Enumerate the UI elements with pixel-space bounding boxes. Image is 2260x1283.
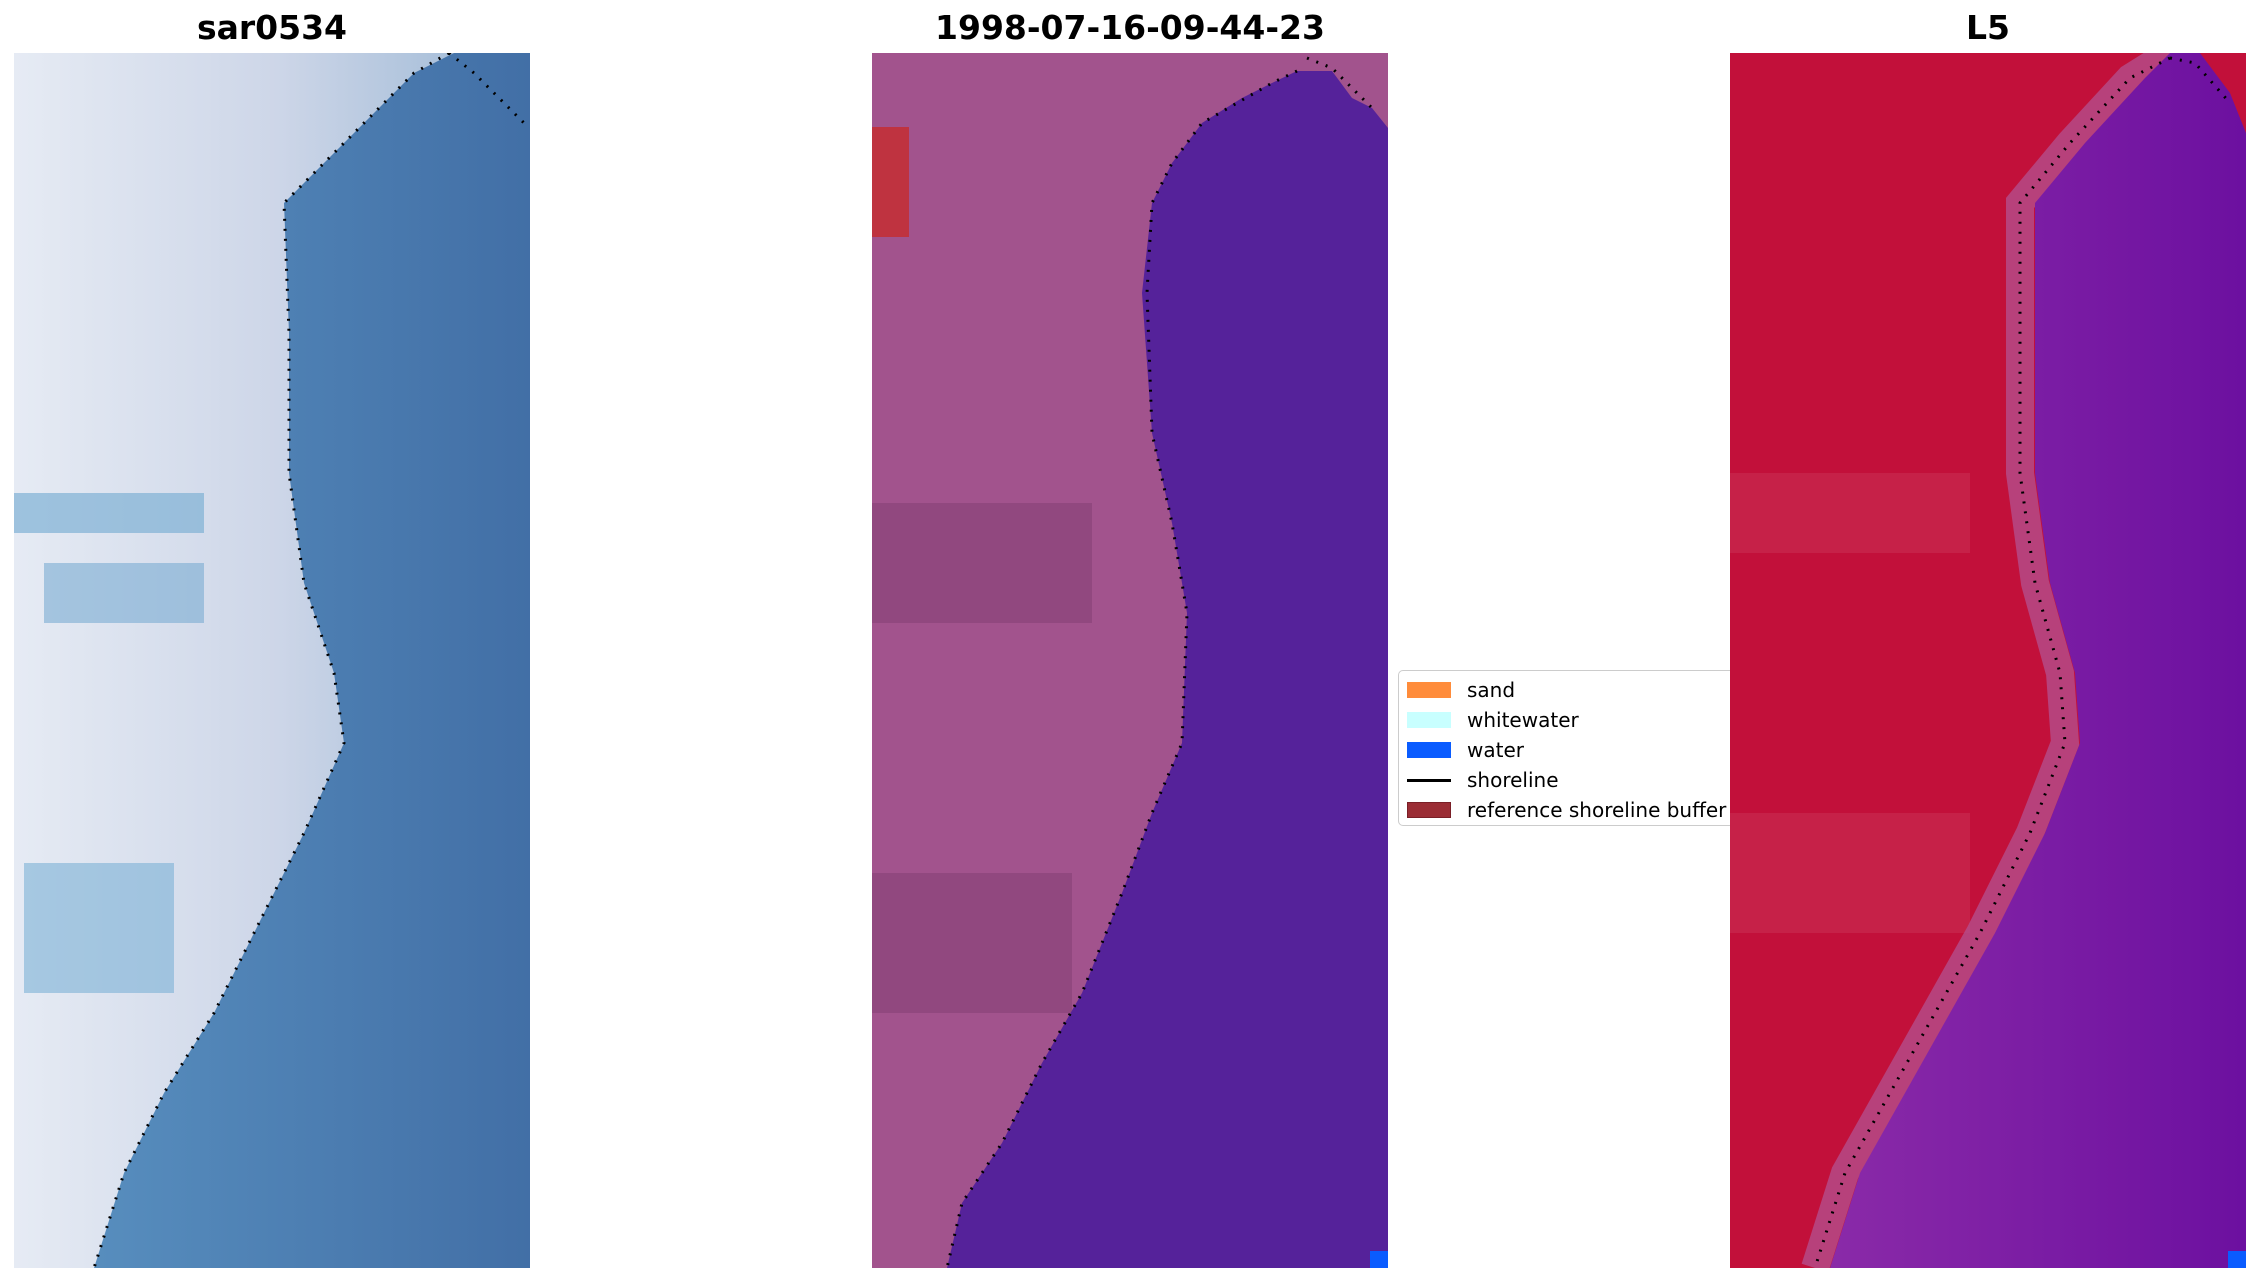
buffer-swatch bbox=[1407, 802, 1451, 818]
false-color-image bbox=[1730, 53, 2246, 1268]
legend-label: reference shoreline buffer bbox=[1467, 798, 1727, 822]
panel-title-date: 1998-07-16-09-44-23 bbox=[935, 8, 1325, 47]
classified-image-panel bbox=[872, 53, 1388, 1268]
rgb-image-panel bbox=[14, 53, 530, 1268]
legend-label: sand bbox=[1467, 678, 1516, 702]
inlet-band bbox=[44, 563, 204, 623]
rgb-image bbox=[14, 53, 530, 1268]
land-tone bbox=[1730, 813, 1970, 933]
inlet-band bbox=[14, 493, 204, 533]
buffer-halo bbox=[1801, 53, 2178, 1268]
water-swatch bbox=[1407, 742, 1451, 758]
legend-label: water bbox=[1467, 738, 1524, 762]
water-area bbox=[1830, 53, 2246, 1268]
legend-entry-water: water bbox=[1407, 735, 1524, 765]
panel-title-rgb: sar0534 bbox=[196, 8, 348, 47]
whitewater-swatch bbox=[1407, 712, 1451, 728]
legend-label: whitewater bbox=[1467, 708, 1579, 732]
legend-label: shoreline bbox=[1467, 768, 1559, 792]
shoreline bbox=[92, 53, 526, 1268]
water-area bbox=[947, 71, 1388, 1268]
classified-image bbox=[872, 53, 1388, 1268]
reference-shoreline-buffer bbox=[872, 127, 909, 237]
sand-swatch bbox=[1407, 682, 1451, 698]
legend-entry-reference-buffer: reference shoreline buffer bbox=[1407, 795, 1726, 825]
shoreline bbox=[945, 56, 1374, 1268]
legend-entry-whitewater: whitewater bbox=[1407, 705, 1579, 735]
shoreline bbox=[1813, 56, 2232, 1268]
water-pixel bbox=[1370, 1251, 1388, 1268]
shoreline-line-swatch bbox=[1407, 778, 1451, 782]
land-tone bbox=[1730, 473, 1970, 553]
inlet-band bbox=[24, 863, 174, 993]
land-shadow bbox=[872, 873, 1072, 1013]
water-pixel bbox=[2228, 1251, 2246, 1268]
land-shadow bbox=[872, 503, 1092, 623]
legend-entry-shoreline: shoreline bbox=[1407, 765, 1559, 795]
false-color-image-panel bbox=[1730, 53, 2246, 1268]
legend-entry-sand: sand bbox=[1407, 675, 1515, 705]
legend: sand whitewater water shoreline referenc… bbox=[1398, 670, 1738, 826]
panel-title-sensor: L5 bbox=[1966, 8, 2010, 47]
